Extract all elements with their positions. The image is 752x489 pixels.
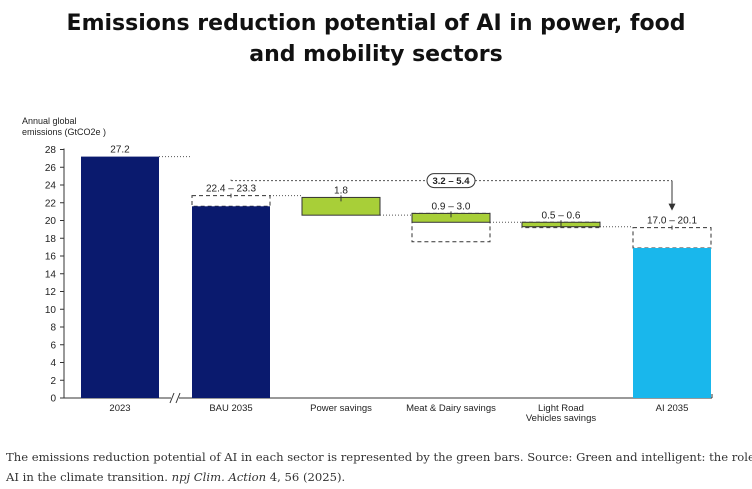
value-label: 0.9 – 3.0 xyxy=(432,201,471,212)
axis-break-mask xyxy=(171,392,179,404)
x-category-label: AI 2035 xyxy=(656,403,689,414)
chart-title-line-2: and mobility sectors xyxy=(249,42,503,67)
annotation-badge xyxy=(426,173,476,189)
y-axis-title-line-1: Annual global xyxy=(22,116,77,126)
y-tick-label: 16 xyxy=(45,252,57,263)
bar xyxy=(192,206,270,398)
annotation-arrowhead xyxy=(668,203,676,211)
figure-caption: The emissions reduction potential of AI … xyxy=(6,447,752,487)
waterfall-chart: Annual global emissions (GtCO2e ) 024681… xyxy=(22,116,713,424)
y-tick-label: 28 xyxy=(45,145,57,156)
value-label: 1.8 xyxy=(334,185,348,196)
bars-layer: 27.2 22.4 – 23.3 1.8 0.9 – 3.0 0.5 – 0.6 17.0… xyxy=(81,145,712,398)
y-tick-label: 12 xyxy=(45,287,57,298)
x-category-label: Meat & Dairy savings xyxy=(406,403,496,414)
caption-line-1: The emissions reduction potential of AI … xyxy=(6,450,752,464)
caption-journal: npj Clim. Action xyxy=(171,470,267,484)
y-tick-label: 26 xyxy=(45,163,57,174)
x-category-label: 2023 xyxy=(109,403,130,414)
y-tick-label: 0 xyxy=(50,394,56,405)
value-label: 17.0 – 20.1 xyxy=(647,216,697,227)
x-category-label: Power savings xyxy=(310,403,372,414)
x-category-label: Vehicles savings xyxy=(526,413,596,424)
x-axis-labels: 2023 BAU 2035 Power savings Meat & Dairy sa… xyxy=(109,403,688,424)
y-tick-label: 14 xyxy=(45,269,57,280)
bar xyxy=(81,156,159,398)
y-tick-label: 10 xyxy=(45,305,57,316)
range-box xyxy=(632,227,712,249)
x-category-label: BAU 2035 xyxy=(209,403,252,414)
chart-title: Emissions reduction potential of AI in p… xyxy=(0,8,752,70)
value-label: 0.5 – 0.6 xyxy=(542,210,581,221)
y-tick-label: 18 xyxy=(45,234,57,245)
y-tick-label: 4 xyxy=(50,358,56,369)
x-category-label: Light Road xyxy=(538,403,584,414)
y-tick-label: 24 xyxy=(45,181,57,192)
axis-break-mark xyxy=(175,392,181,404)
y-tick-label: 6 xyxy=(50,340,56,351)
y-axis-title-line-2: emissions (GtCO2e ) xyxy=(22,127,106,137)
value-label: 27.2 xyxy=(110,145,130,156)
bar xyxy=(633,248,711,398)
chart-title-line-1: Emissions reduction potential of AI in p… xyxy=(66,11,686,36)
y-tick-label: 20 xyxy=(45,216,57,227)
annotation-layer: 3.2 – 5.4 xyxy=(159,156,676,228)
y-tick-label: 2 xyxy=(50,376,56,387)
caption-citation: 4, 56 (2025). xyxy=(266,470,346,484)
annotation-label: 3.2 – 5.4 xyxy=(433,176,471,187)
caption-line-2: AI in the climate transition. npj Clim. … xyxy=(6,467,746,487)
caption-source: AI in the climate transition. xyxy=(6,470,172,484)
y-tick-label: 8 xyxy=(50,323,56,334)
y-tick-label: 22 xyxy=(45,198,57,209)
axis-break-mark xyxy=(169,392,175,404)
value-label: 22.4 – 23.3 xyxy=(206,184,256,195)
